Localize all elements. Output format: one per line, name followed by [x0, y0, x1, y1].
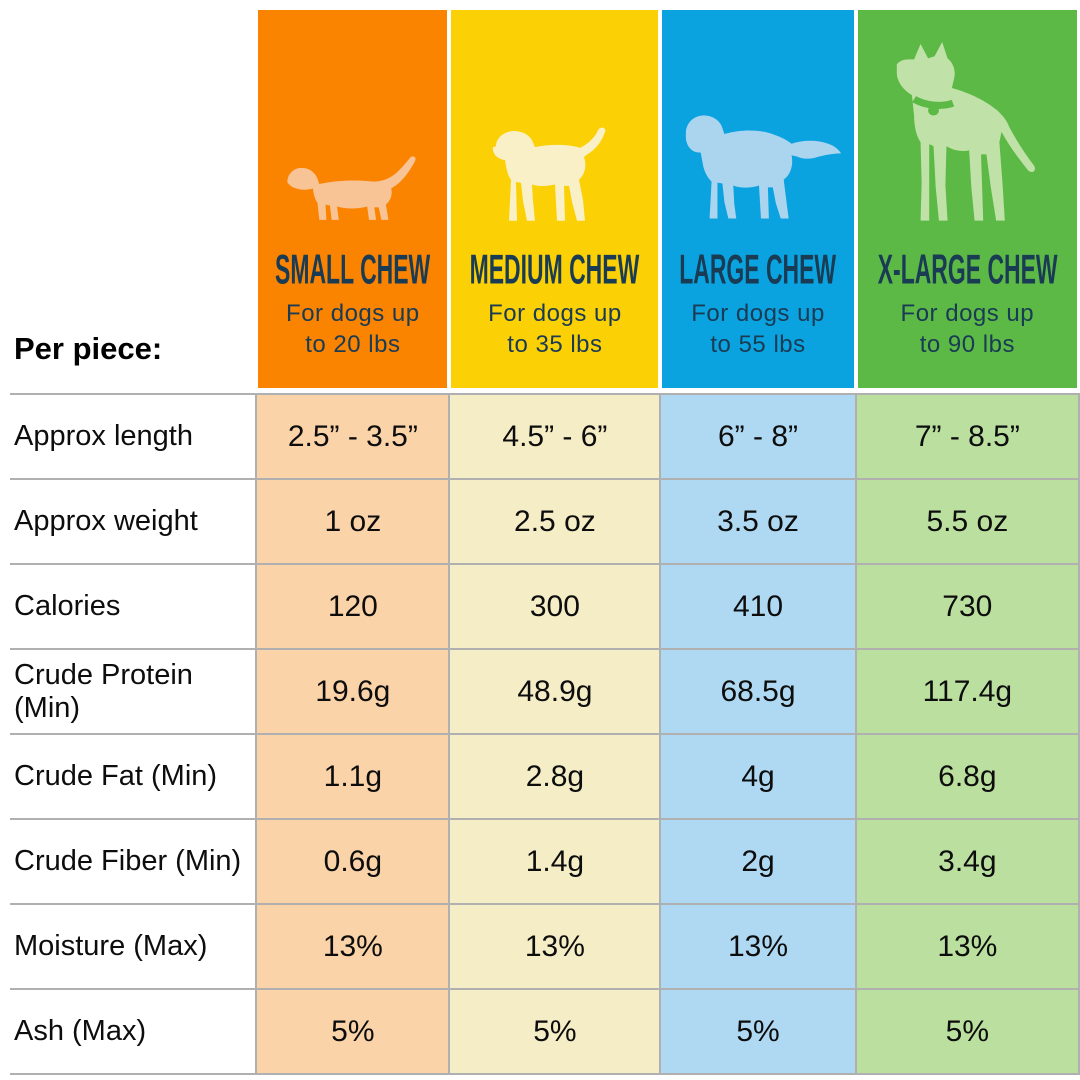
golden-retriever-icon	[674, 100, 842, 236]
row-label: Crude Fiber (Min)	[10, 818, 257, 905]
beagle-icon	[480, 122, 630, 236]
per-piece-spec-table: Per piece: SMALL CHEW For dogs up to 20 l…	[10, 10, 1080, 1075]
value-xlarge: 5.5 oz	[854, 478, 1080, 565]
value-large: 68.5g	[659, 648, 857, 735]
row-label: Crude Protein (Min)	[10, 648, 257, 735]
value-large: 6” - 8”	[659, 393, 857, 480]
column-subtitle: For dogs up to 90 lbs	[900, 300, 1035, 358]
value-medium: 2.5 oz	[448, 478, 662, 565]
value-large: 4g	[659, 733, 857, 820]
table-row: Approx weight 1 oz 2.5 oz 3.5 oz 5.5 oz	[10, 478, 1080, 565]
value-medium: 5%	[448, 988, 662, 1075]
table-row: Crude Protein (Min) 19.6g 48.9g 68.5g 117.4g	[10, 648, 1080, 735]
value-medium: 2.8g	[448, 733, 662, 820]
table-row: Approx length 2.5” - 3.5” 4.5” - 6” 6” - 8”…	[10, 393, 1080, 480]
dachshund-icon	[282, 150, 424, 236]
value-large: 3.5 oz	[659, 478, 857, 565]
row-label: Ash (Max)	[10, 988, 257, 1075]
column-title: MEDIUM CHEW	[470, 246, 640, 293]
value-xlarge: 6.8g	[854, 733, 1080, 820]
value-small: 2.5” - 3.5”	[255, 393, 451, 480]
column-title: LARGE CHEW	[679, 246, 837, 293]
column-header-block: LARGE CHEW For dogs up to 55 lbs	[662, 10, 854, 388]
value-small: 1.1g	[255, 733, 451, 820]
row-label: Calories	[10, 563, 257, 650]
value-medium: 48.9g	[448, 648, 662, 735]
value-xlarge: 13%	[854, 903, 1080, 990]
value-small: 1 oz	[255, 478, 451, 565]
value-small: 0.6g	[255, 818, 451, 905]
value-large: 5%	[659, 988, 857, 1075]
column-header-block: MEDIUM CHEW For dogs up to 35 lbs	[451, 10, 659, 388]
dog-zone	[258, 10, 447, 236]
column-header-large: LARGE CHEW For dogs up to 55 lbs	[660, 10, 856, 394]
value-xlarge: 730	[854, 563, 1080, 650]
row-label: Crude Fat (Min)	[10, 733, 257, 820]
column-subtitle: For dogs up to 20 lbs	[286, 300, 420, 358]
dog-zone	[858, 10, 1077, 236]
column-subtitle: For dogs up to 55 lbs	[691, 300, 825, 358]
table-row: Calories 120 300 410 730	[10, 563, 1080, 650]
value-xlarge: 5%	[854, 988, 1080, 1075]
value-large: 410	[659, 563, 857, 650]
table-row: Ash (Max) 5% 5% 5% 5%	[10, 988, 1080, 1075]
value-small: 120	[255, 563, 451, 650]
value-medium: 4.5” - 6”	[448, 393, 662, 480]
table-row: Crude Fiber (Min) 0.6g 1.4g 2g 3.4g	[10, 818, 1080, 905]
per-piece-label: Per piece:	[10, 10, 257, 394]
table-row: Crude Fat (Min) 1.1g 2.8g 4g 6.8g	[10, 733, 1080, 820]
row-label: Approx weight	[10, 478, 257, 565]
value-xlarge: 117.4g	[854, 648, 1080, 735]
value-small: 13%	[255, 903, 451, 990]
column-header-block: SMALL CHEW For dogs up to 20 lbs	[258, 10, 448, 388]
value-large: 13%	[659, 903, 857, 990]
value-medium: 1.4g	[448, 818, 662, 905]
row-label: Moisture (Max)	[10, 903, 257, 990]
column-title: X-LARGE CHEW	[877, 246, 1058, 293]
column-title: SMALL CHEW	[275, 246, 431, 293]
column-header-xlarge: X-LARGE CHEW For dogs up to 90 lbs	[855, 10, 1079, 394]
value-medium: 13%	[448, 903, 662, 990]
dog-zone	[662, 10, 853, 236]
value-small: 19.6g	[255, 648, 451, 735]
value-medium: 300	[448, 563, 662, 650]
value-large: 2g	[659, 818, 857, 905]
value-xlarge: 3.4g	[854, 818, 1080, 905]
column-header-small: SMALL CHEW For dogs up to 20 lbs	[256, 10, 450, 394]
value-xlarge: 7” - 8.5”	[854, 393, 1080, 480]
column-header-medium: MEDIUM CHEW For dogs up to 35 lbs	[449, 10, 661, 394]
header-row: Per piece: SMALL CHEW For dogs up to 20 l…	[10, 10, 1079, 394]
row-label: Approx length	[10, 393, 257, 480]
table-row: Moisture (Max) 13% 13% 13% 13%	[10, 903, 1080, 990]
column-header-block: X-LARGE CHEW For dogs up to 90 lbs	[857, 10, 1077, 388]
column-subtitle: For dogs up to 35 lbs	[488, 300, 622, 358]
great-dane-icon	[886, 42, 1048, 236]
dog-zone	[451, 10, 658, 236]
value-small: 5%	[255, 988, 451, 1075]
